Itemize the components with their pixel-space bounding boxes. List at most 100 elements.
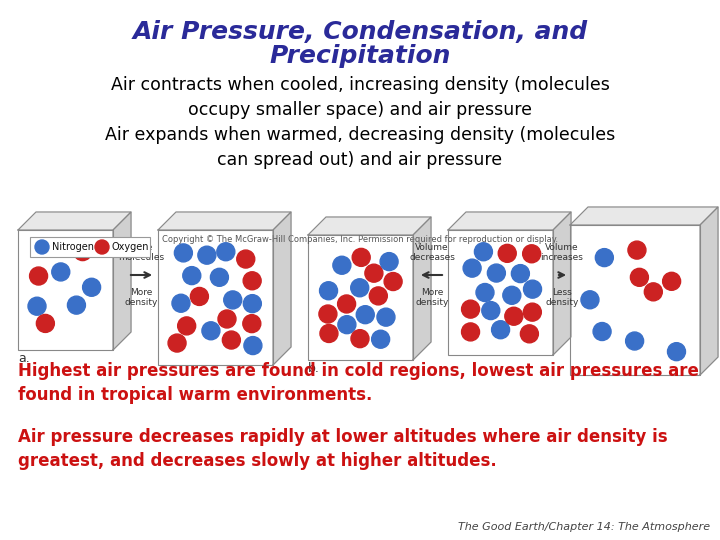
- Circle shape: [319, 305, 337, 323]
- Text: Less
density: Less density: [545, 288, 579, 307]
- Text: Air pressure decreases rapidly at lower altitudes where air density is
greatest,: Air pressure decreases rapidly at lower …: [18, 428, 667, 470]
- Circle shape: [183, 267, 201, 285]
- Circle shape: [338, 316, 356, 334]
- Circle shape: [384, 273, 402, 291]
- Circle shape: [492, 321, 510, 339]
- Circle shape: [224, 291, 242, 309]
- FancyBboxPatch shape: [158, 230, 273, 365]
- Text: More
molecules: More molecules: [118, 242, 164, 262]
- Circle shape: [35, 240, 49, 254]
- Circle shape: [667, 343, 685, 361]
- Circle shape: [52, 263, 70, 281]
- Polygon shape: [113, 212, 131, 350]
- Circle shape: [243, 272, 261, 290]
- Polygon shape: [448, 212, 571, 230]
- Polygon shape: [700, 207, 718, 375]
- Circle shape: [37, 314, 55, 333]
- Text: Volume
increases: Volume increases: [541, 242, 583, 262]
- Circle shape: [503, 286, 521, 305]
- Circle shape: [210, 268, 228, 286]
- Text: Copyright © The McGraw-Hill Companies, Inc. Permission required for reproduction: Copyright © The McGraw-Hill Companies, I…: [162, 235, 558, 244]
- Circle shape: [482, 301, 500, 320]
- Circle shape: [217, 243, 235, 261]
- Circle shape: [511, 265, 529, 282]
- Circle shape: [320, 282, 338, 300]
- Polygon shape: [570, 207, 718, 225]
- Circle shape: [662, 272, 680, 291]
- Circle shape: [498, 244, 516, 262]
- Circle shape: [523, 303, 541, 321]
- Circle shape: [581, 291, 599, 309]
- Circle shape: [487, 264, 505, 282]
- Circle shape: [333, 256, 351, 274]
- Text: Nitrogen: Nitrogen: [52, 242, 94, 252]
- Text: Air Pressure, Condensation, and: Air Pressure, Condensation, and: [132, 20, 588, 44]
- Text: Volume
decreases: Volume decreases: [409, 242, 455, 262]
- Circle shape: [178, 317, 196, 335]
- Text: b.: b.: [308, 362, 320, 375]
- Circle shape: [463, 259, 481, 277]
- Circle shape: [595, 248, 613, 267]
- Text: Highest air pressures are found in cold regions, lowest air pressures are
found : Highest air pressures are found in cold …: [18, 362, 699, 404]
- Polygon shape: [273, 212, 291, 365]
- FancyBboxPatch shape: [308, 235, 413, 360]
- Circle shape: [523, 245, 541, 263]
- Circle shape: [243, 315, 261, 333]
- Polygon shape: [553, 212, 571, 355]
- Circle shape: [28, 297, 46, 315]
- Circle shape: [218, 310, 236, 328]
- Circle shape: [237, 250, 255, 268]
- Circle shape: [202, 322, 220, 340]
- Circle shape: [505, 307, 523, 325]
- Circle shape: [377, 308, 395, 326]
- Circle shape: [172, 294, 190, 312]
- Circle shape: [356, 306, 374, 323]
- Text: Precipitation: Precipitation: [269, 44, 451, 68]
- Circle shape: [351, 329, 369, 348]
- Circle shape: [628, 241, 646, 259]
- Circle shape: [644, 283, 662, 301]
- Polygon shape: [413, 217, 431, 360]
- Text: Air contracts when cooled, increasing density (molecules
occupy smaller space) a: Air contracts when cooled, increasing de…: [105, 76, 615, 169]
- FancyBboxPatch shape: [18, 230, 113, 350]
- Polygon shape: [18, 212, 131, 230]
- Circle shape: [626, 332, 644, 350]
- FancyBboxPatch shape: [30, 237, 150, 257]
- Circle shape: [351, 279, 369, 297]
- Circle shape: [320, 325, 338, 342]
- Circle shape: [462, 323, 480, 341]
- Circle shape: [198, 246, 216, 264]
- Circle shape: [30, 267, 48, 285]
- Circle shape: [83, 278, 101, 296]
- Circle shape: [380, 253, 398, 271]
- Circle shape: [222, 331, 240, 349]
- Text: a.: a.: [18, 352, 30, 365]
- Circle shape: [68, 296, 86, 314]
- Circle shape: [174, 244, 192, 262]
- Polygon shape: [308, 217, 431, 235]
- Circle shape: [521, 325, 539, 343]
- Circle shape: [243, 295, 261, 313]
- Circle shape: [73, 242, 91, 261]
- Circle shape: [338, 295, 356, 313]
- Circle shape: [462, 300, 480, 318]
- Circle shape: [190, 287, 208, 306]
- Text: Oxygen: Oxygen: [112, 242, 150, 252]
- Text: More
density: More density: [415, 288, 449, 307]
- FancyBboxPatch shape: [570, 225, 700, 375]
- Circle shape: [352, 248, 370, 266]
- Circle shape: [369, 287, 387, 305]
- Circle shape: [523, 280, 541, 298]
- Text: The Good Earth/Chapter 14: The Atmosphere: The Good Earth/Chapter 14: The Atmospher…: [458, 522, 710, 532]
- Circle shape: [631, 268, 649, 286]
- Circle shape: [95, 240, 109, 254]
- Circle shape: [476, 284, 494, 301]
- Circle shape: [372, 330, 390, 348]
- Circle shape: [474, 243, 492, 261]
- Circle shape: [168, 334, 186, 352]
- Circle shape: [365, 264, 383, 282]
- Circle shape: [593, 322, 611, 341]
- Circle shape: [244, 336, 262, 355]
- FancyBboxPatch shape: [448, 230, 553, 355]
- Text: More
density: More density: [125, 288, 158, 307]
